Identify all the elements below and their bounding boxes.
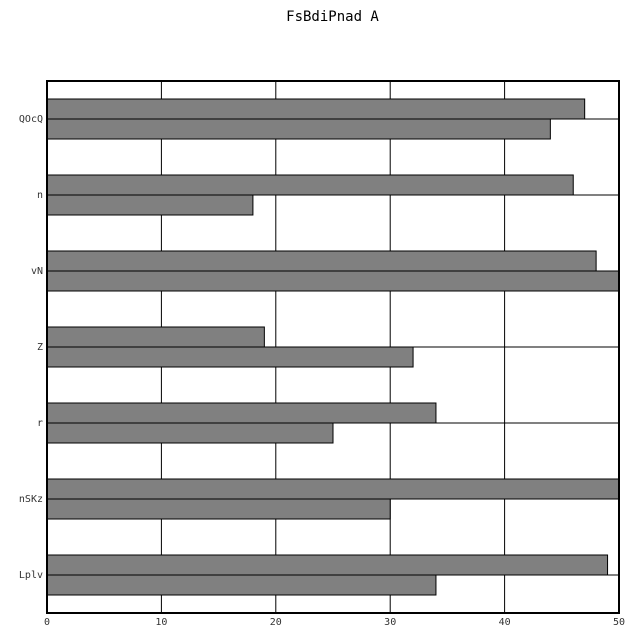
bar-series-1: [46, 554, 609, 576]
bar-series-2: [46, 422, 334, 444]
category-label: Lplv: [19, 570, 43, 581]
bar-series-2: [46, 270, 620, 292]
x-tick-label: 0: [44, 617, 50, 628]
x-tick-label: 50: [613, 617, 625, 628]
x-tick-label: 40: [499, 617, 511, 628]
x-axis-ticks: 0 10 20 30 40 50: [44, 617, 625, 628]
x-tick-label: 30: [384, 617, 396, 628]
bar-series-2: [46, 498, 391, 520]
bar-series-1: [46, 98, 586, 120]
bar-series-1: [46, 402, 437, 424]
plot-frame: [46, 80, 620, 614]
chart-title: FsBdiPnad A: [286, 9, 379, 25]
category-label: vN: [31, 266, 43, 277]
bar-series-1: [46, 326, 265, 348]
bar-series-2: [46, 574, 437, 596]
category-label: r: [37, 418, 43, 429]
category-label: Z: [37, 342, 43, 353]
bar-series-2: [46, 194, 254, 216]
x-tick-label: 10: [155, 617, 167, 628]
bar-series-2: [46, 346, 414, 368]
category-label: nSKz: [19, 494, 43, 505]
x-tick-label: 20: [270, 617, 282, 628]
bar-series-1: [46, 250, 597, 272]
y-axis-categories: QOcQ n vN Zr nSKz Lplv: [19, 114, 43, 581]
bar-series-2: [46, 118, 551, 140]
bars: [46, 98, 620, 596]
bar-series-1: [46, 174, 574, 196]
bar-series-1: [46, 478, 620, 500]
category-label: n: [37, 190, 43, 201]
category-label: QOcQ: [19, 114, 43, 125]
